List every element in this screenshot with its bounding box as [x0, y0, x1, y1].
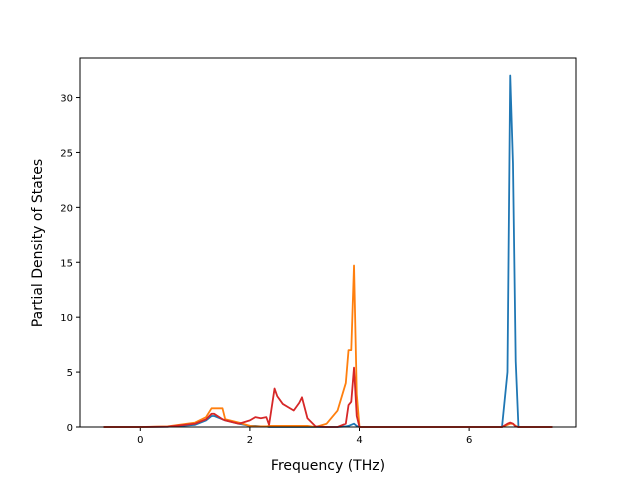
y-tick-label: 30 — [60, 94, 73, 105]
series-line — [103, 366, 553, 428]
y-axis-label: Partial Density of States — [30, 159, 46, 327]
x-tick-label: 6 — [466, 435, 472, 446]
series-line — [103, 264, 553, 428]
x-axis-label: Frequency (THz) — [271, 458, 385, 474]
y-tick-label: 25 — [60, 148, 73, 159]
plot-frame — [79, 57, 577, 428]
y-tick-label: 20 — [60, 203, 73, 214]
series-line — [103, 74, 553, 428]
y-tick-label: 0 — [67, 423, 73, 434]
x-tick-label: 0 — [137, 435, 143, 446]
y-tick-label: 5 — [67, 368, 73, 379]
y-tick-label: 10 — [60, 313, 73, 324]
y-tick-label: 15 — [60, 258, 73, 269]
x-tick-label: 2 — [247, 435, 253, 446]
x-tick-label: 4 — [356, 435, 362, 446]
